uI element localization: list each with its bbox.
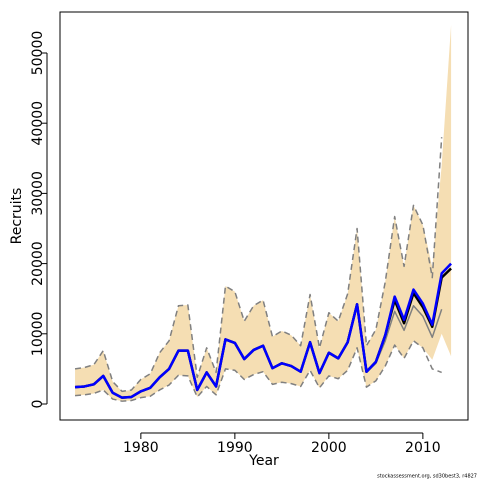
y-tick-label: 0 (30, 400, 46, 409)
y-axis-label: Recruits (9, 188, 25, 245)
x-axis-label: Year (248, 453, 279, 469)
x-tick-label: 1980 (123, 440, 159, 456)
y-tick-label: 10000 (30, 312, 46, 357)
y-tick-label: 30000 (30, 171, 46, 216)
series-line (74, 262, 452, 399)
footnote: stockassessment.org, sd30best3, r4827 (377, 474, 477, 480)
x-tick-label: 2000 (311, 440, 347, 456)
x-tick-label: 1990 (217, 440, 253, 456)
y-tick-label: 50000 (30, 31, 46, 76)
y-tick-label: 40000 (30, 101, 46, 146)
series-line (74, 340, 442, 402)
y-tick-label: 20000 (30, 241, 46, 286)
x-tick-label: 2010 (405, 440, 441, 456)
plot-frame (59, 11, 469, 421)
series-line (74, 137, 443, 393)
